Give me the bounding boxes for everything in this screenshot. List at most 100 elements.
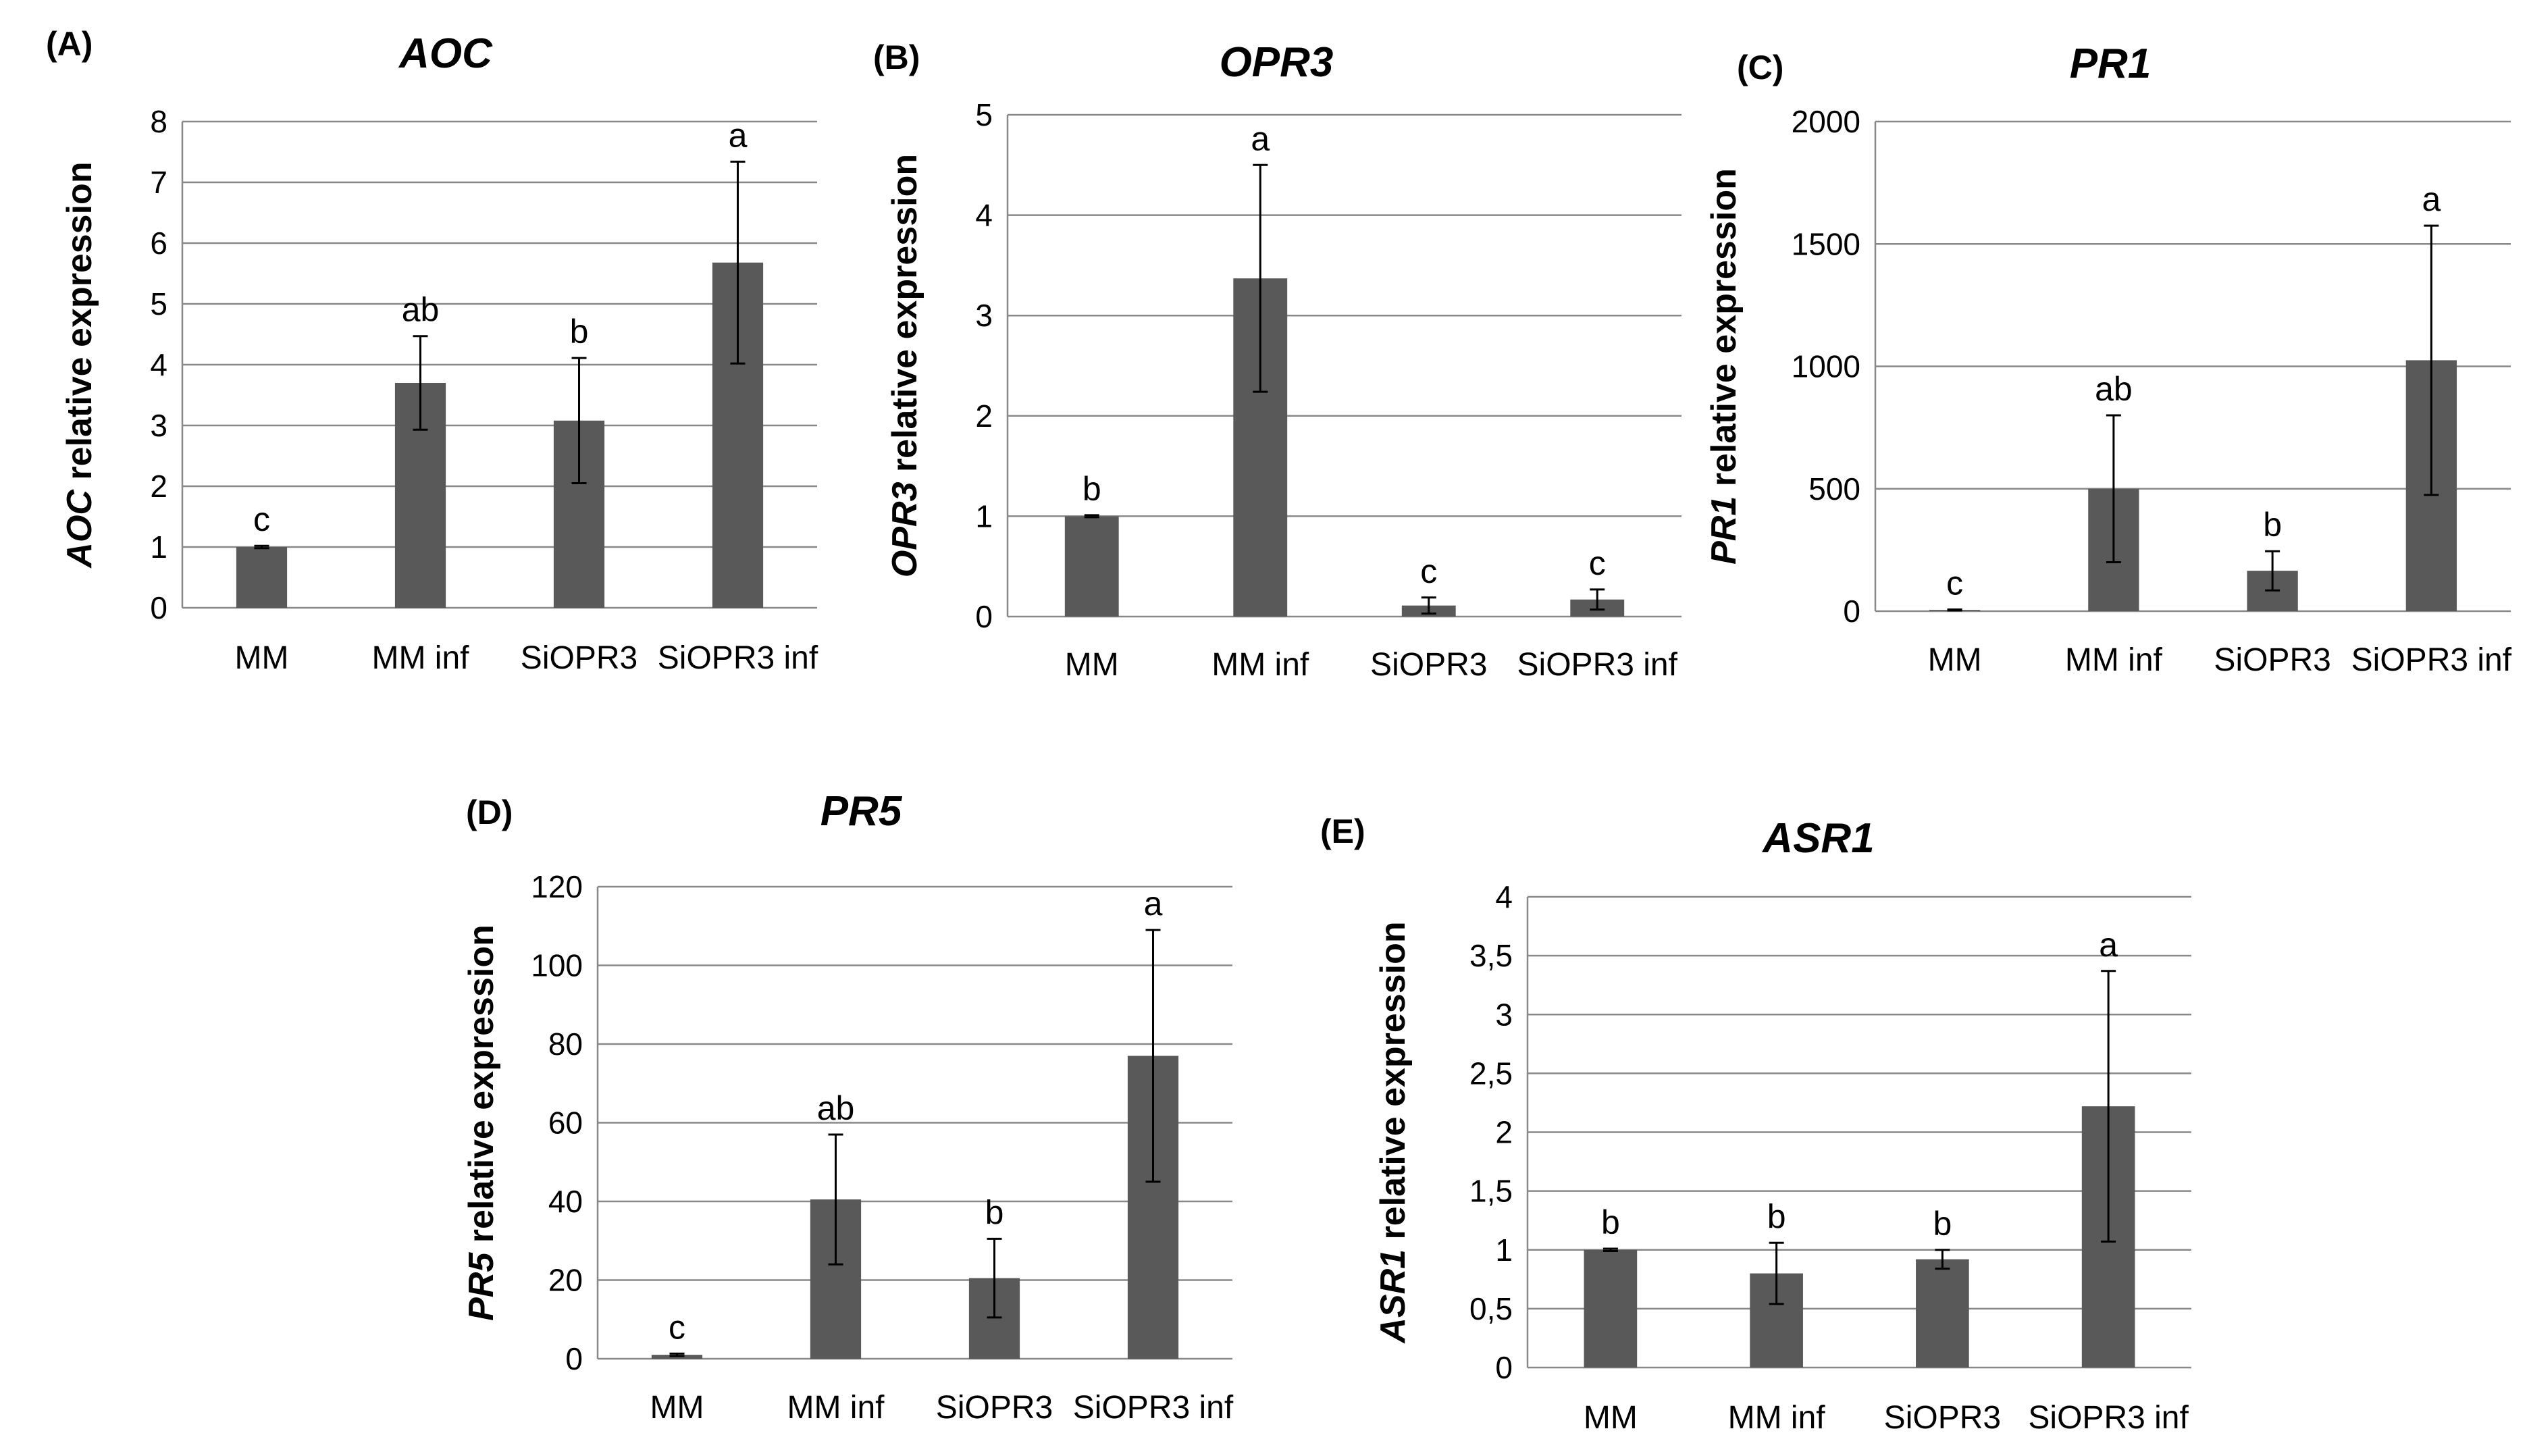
significance-letter: b [1601,1203,1620,1241]
x-tick-label: SiOPR3 inf [1517,647,1678,683]
chart-title: ASR1 [1761,815,1874,862]
y-tick-label: 5 [150,286,167,321]
x-tick-label: MM inf [1211,647,1309,683]
significance-letter: b [2263,506,2282,544]
x-tick-label: SiOPR3 inf [658,640,818,676]
x-tick-label: SiOPR3 [1884,1400,2001,1436]
y-tick-label: 1000 [1792,349,1860,384]
error-bar [571,357,587,484]
y-tick-label: 1 [1495,1232,1513,1268]
bar-mm [1064,516,1119,617]
x-tick-label: SiOPR3 inf [2028,1400,2189,1436]
panel-label: (A) [46,25,93,63]
bar-siopr3 [1916,1259,1969,1368]
significance-letter: b [985,1193,1004,1231]
y-tick-label: 0 [1843,594,1860,629]
y-axis-label-text: relative expression [1374,921,1413,1249]
y-tick-label: 2000 [1792,104,1860,139]
panel-label: (E) [1320,812,1365,850]
y-tick-label: 3 [975,298,993,333]
x-tick-label: MM [1584,1400,1638,1436]
y-axis-label-gene: AOC [60,489,99,569]
significance-letter: a [729,116,748,154]
significance-letter: a [2422,180,2441,218]
panel-label: (B) [873,38,920,76]
error-bar [1590,588,1605,611]
x-tick-label: MM inf [2065,642,2163,678]
y-axis-label-text: relative expression [885,154,924,482]
x-tick-label: MM [1065,647,1119,683]
y-axis-label-text: relative expression [60,161,99,490]
y-tick-label: 3 [150,408,167,443]
y-tick-label: 6 [150,226,167,261]
y-tick-label: 2 [150,469,167,504]
significance-letter: c [1946,564,1963,602]
error-bar [413,335,428,431]
panel-label: (C) [1737,49,1783,86]
chart-panel-pr5: 0 20 40 60 80 100 120 c MM ab MM inf b SiOPR3 a SiOPR3… [462,788,1234,1426]
significance-letter: b [1083,470,1101,508]
x-tick-label: SiOPR3 [2214,642,2330,678]
y-tick-label: 80 [548,1026,583,1062]
y-axis-label-gene: OPR3 [885,482,924,577]
y-tick-label: 60 [548,1106,583,1141]
y-tick-label: 0,5 [1469,1291,1513,1326]
y-axis-label: PR1 relative expression [1704,168,1744,565]
significance-letter: b [1767,1197,1786,1235]
y-axis-label: ASR1 relative expression [1374,921,1413,1344]
bar-mm [236,547,288,608]
significance-letter: a [1144,885,1163,922]
y-axis-label: OPR3 relative expression [885,154,924,577]
y-axis-label-gene: ASR1 [1374,1249,1413,1345]
error-bar [1084,514,1099,519]
error-bar [1145,929,1161,1183]
chart-panel-opr3: 0 1 2 3 4 5 b MM a MM inf c SiOPR3 c SiOPR3 inf OPR3 (B… [873,38,1681,683]
y-tick-label: 3,5 [1469,938,1513,973]
y-tick-label: 0 [975,599,993,634]
y-tick-label: 0 [150,590,167,625]
panel-label: (D) [466,794,513,831]
error-bar [2265,550,2280,592]
error-bar [1602,1247,1618,1252]
y-tick-label: 2 [1495,1115,1513,1150]
y-axis-label: AOC relative expression [60,161,99,569]
y-tick-label: 2 [975,398,993,434]
significance-letter: ab [2095,370,2133,408]
significance-letter: b [570,313,589,350]
x-tick-label: SiOPR3 [936,1390,1053,1426]
y-tick-label: 120 [531,869,583,904]
y-tick-label: 8 [150,104,167,139]
y-tick-label: 7 [150,165,167,200]
x-tick-label: MM [1928,642,1982,678]
y-tick-label: 40 [548,1184,583,1219]
error-bar [828,1133,843,1266]
error-bar [2106,414,2121,563]
error-bar [1769,1241,1784,1305]
y-tick-label: 4 [975,198,993,233]
y-axis-label: PR5 relative expression [462,925,501,1321]
y-tick-label: 1500 [1792,226,1860,261]
chart-title: AOC [398,30,493,77]
significance-letter: ab [817,1089,855,1127]
chart-panel-asr1: 0 0,5 1 1,5 2 2,5 3 3,5 4 b MM b MM inf b SiOPR3 a SiOPR… [1320,812,2191,1436]
x-tick-label: MM [650,1390,704,1426]
y-tick-label: 1,5 [1469,1174,1513,1209]
error-bar [1253,163,1268,393]
x-tick-label: SiOPR3 inf [2351,642,2512,678]
x-tick-label: SiOPR3 inf [1073,1390,1234,1426]
error-bar [254,544,269,550]
chart-title: PR1 [2070,41,2152,87]
chart-title: PR5 [820,788,903,835]
significance-letter: a [1251,120,1270,157]
error-bar [1421,596,1436,615]
y-tick-label: 4 [150,347,167,382]
significance-letter: c [669,1308,685,1346]
significance-letter: a [2099,926,2118,964]
y-axis-label-gene: PR5 [462,1252,501,1321]
x-tick-label: SiOPR3 [1370,647,1487,683]
chart-title: OPR3 [1220,39,1334,86]
y-tick-label: 0 [1495,1350,1513,1385]
y-axis-label-text: relative expression [1704,168,1744,496]
y-tick-label: 1 [150,529,167,565]
